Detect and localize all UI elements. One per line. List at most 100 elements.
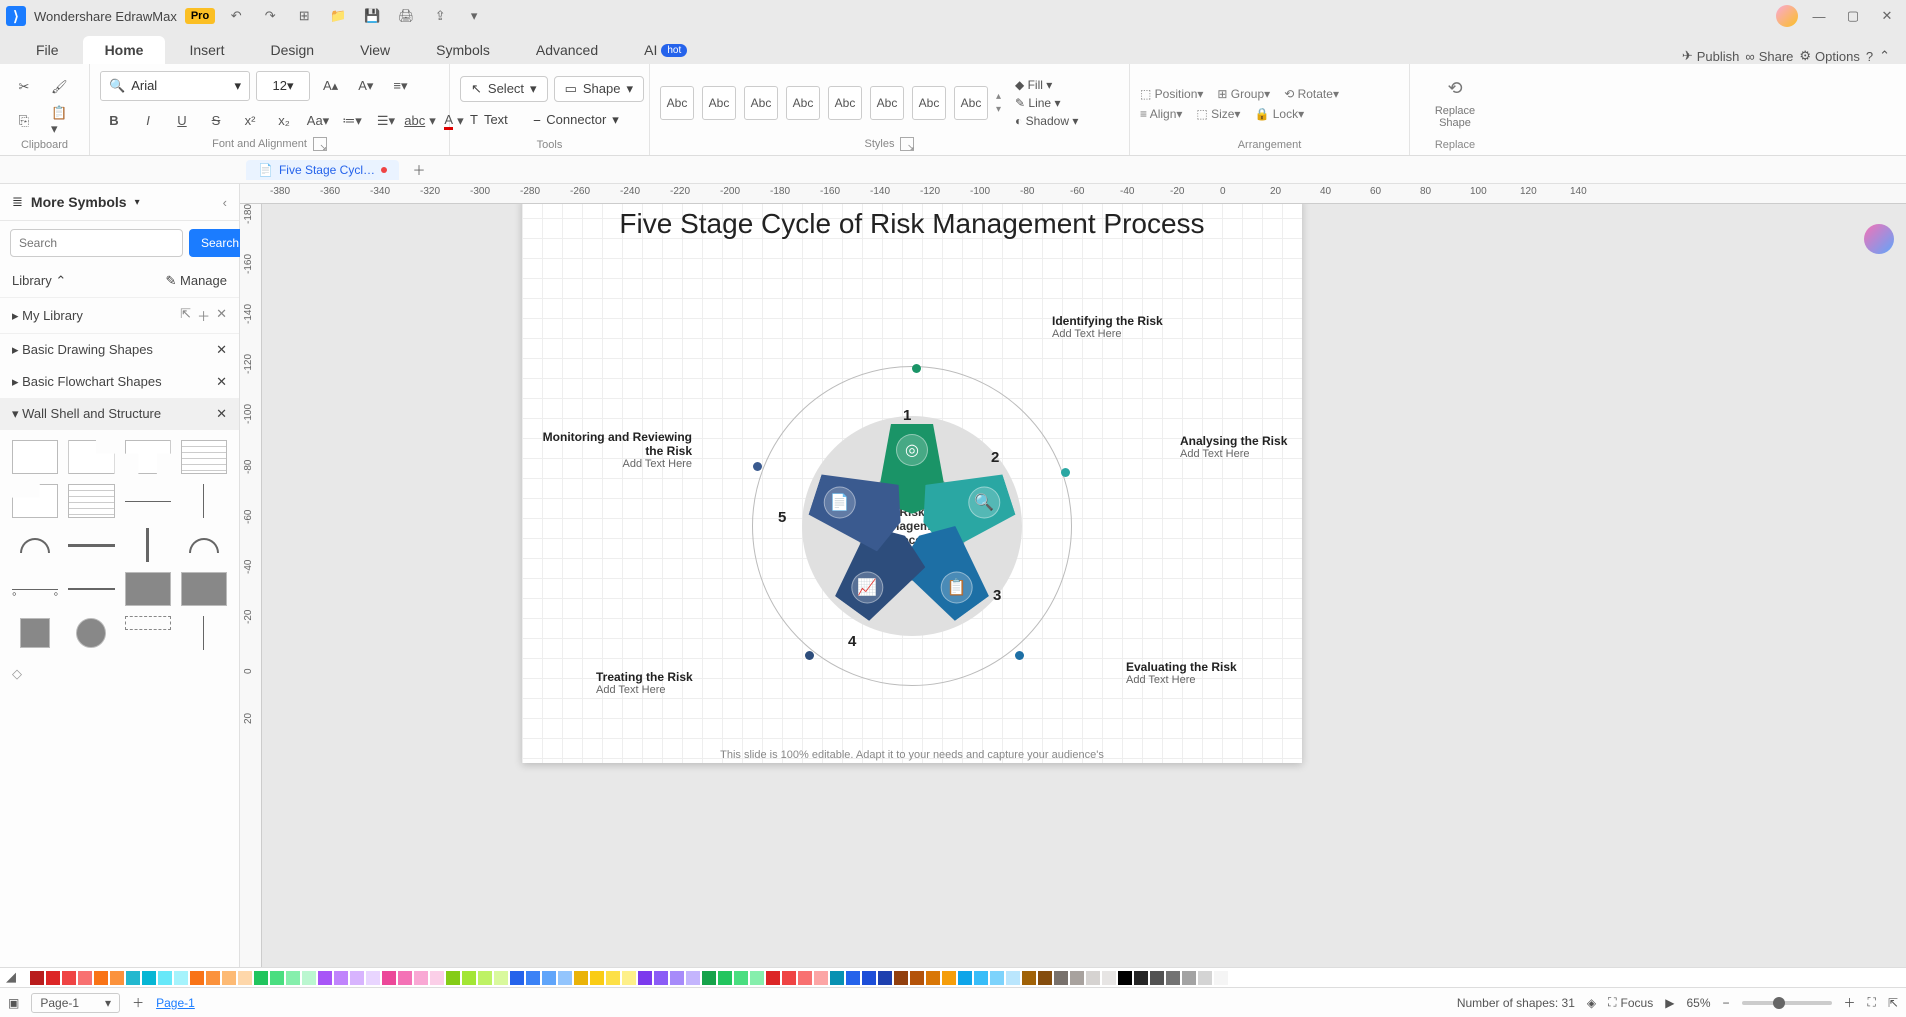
callout[interactable]: Monitoring and Reviewing the RiskAdd Tex…	[542, 430, 692, 470]
color-swatch[interactable]	[510, 971, 524, 985]
color-swatch[interactable]	[878, 971, 892, 985]
tab-file[interactable]: File	[14, 36, 81, 64]
diagram[interactable]: Risk Management Process ◎🔍📋📈📄12345	[752, 366, 1072, 686]
case-icon[interactable]: Aa▾	[304, 107, 332, 135]
print-icon[interactable]: 🖨	[393, 3, 419, 29]
replace-shape-icon[interactable]: ⟲	[1447, 78, 1462, 99]
color-swatch[interactable]	[990, 971, 1004, 985]
shadow-button[interactable]: ◐ Shadow ▾	[1015, 114, 1078, 128]
color-swatch[interactable]	[1054, 971, 1068, 985]
shape-more-icon[interactable]: ◇	[0, 660, 239, 688]
close-icon[interactable]: ✕	[1874, 3, 1900, 29]
shape-thumb[interactable]	[181, 572, 227, 606]
copy-icon[interactable]: ⎘	[10, 107, 38, 135]
cat-close-icon[interactable]: ✕	[216, 406, 227, 422]
numbering-icon[interactable]: ☰▾	[372, 107, 400, 135]
color-swatch[interactable]	[814, 971, 828, 985]
help-icon[interactable]: ?	[1866, 49, 1873, 64]
shape-thumb[interactable]	[20, 618, 50, 648]
collapse-ribbon-icon[interactable]: ⌃	[1879, 48, 1890, 64]
style-preset[interactable]: Abc	[828, 86, 862, 120]
superscript-icon[interactable]: x²	[236, 107, 264, 135]
add-tab-icon[interactable]: ＋	[407, 158, 431, 182]
shape-thumb[interactable]	[68, 572, 114, 606]
color-swatch[interactable]	[78, 971, 92, 985]
text-tool[interactable]: T Text	[460, 108, 518, 131]
color-swatch[interactable]	[110, 971, 124, 985]
shape-thumb[interactable]	[181, 440, 227, 474]
callout[interactable]: Identifying the RiskAdd Text Here	[1052, 314, 1202, 340]
format-painter-icon[interactable]: 🖌	[44, 73, 75, 101]
color-swatch[interactable]	[286, 971, 300, 985]
more-icon[interactable]: ▾	[461, 3, 487, 29]
focus-button[interactable]: ⛶ Focus	[1608, 995, 1653, 1010]
color-swatch[interactable]	[30, 971, 44, 985]
shape-thumb[interactable]	[68, 484, 114, 518]
color-swatch[interactable]	[174, 971, 188, 985]
color-swatch[interactable]	[398, 971, 412, 985]
layers-icon[interactable]: ◈	[1587, 996, 1596, 1010]
color-swatch[interactable]	[126, 971, 140, 985]
redo-icon[interactable]: ↷	[257, 3, 283, 29]
color-swatch[interactable]	[222, 971, 236, 985]
fullscreen-icon[interactable]: ⇱	[1888, 996, 1898, 1010]
mylib-close-icon[interactable]: ✕	[216, 306, 227, 325]
style-preset[interactable]: Abc	[870, 86, 904, 120]
share-button[interactable]: ∞ Share	[1745, 49, 1793, 64]
open-icon[interactable]: 📁	[325, 3, 351, 29]
line-button[interactable]: ✎ Line ▾	[1015, 96, 1078, 110]
color-swatch[interactable]	[1022, 971, 1036, 985]
style-down-icon[interactable]: ▾	[996, 104, 1001, 115]
color-swatch[interactable]	[1166, 971, 1180, 985]
subscript-icon[interactable]: x₂	[270, 107, 298, 135]
grow-font-icon[interactable]: A▴	[316, 72, 345, 100]
color-swatch[interactable]	[238, 971, 252, 985]
color-swatch[interactable]	[1006, 971, 1020, 985]
color-swatch[interactable]	[1230, 971, 1244, 985]
font-select[interactable]: 🔍 Arial▾	[100, 71, 250, 101]
callout[interactable]: Evaluating the RiskAdd Text Here	[1126, 660, 1276, 686]
shape-thumb[interactable]	[68, 440, 114, 474]
callout[interactable]: Analysing the RiskAdd Text Here	[1180, 434, 1330, 460]
selection-handle[interactable]	[1061, 468, 1070, 477]
color-swatch[interactable]	[830, 971, 844, 985]
shape-thumb[interactable]	[12, 484, 58, 518]
color-swatch[interactable]	[686, 971, 700, 985]
selection-handle[interactable]	[1015, 651, 1024, 660]
color-swatch[interactable]	[334, 971, 348, 985]
collapse-sidebar-icon[interactable]: ‹	[223, 195, 227, 210]
tab-symbols[interactable]: Symbols	[414, 36, 512, 64]
selection-handle[interactable]	[753, 462, 762, 471]
color-swatch[interactable]	[190, 971, 204, 985]
italic-icon[interactable]: I	[134, 107, 162, 135]
color-swatch[interactable]	[590, 971, 604, 985]
library-label[interactable]: Library ⌃	[12, 273, 66, 289]
search-input[interactable]	[10, 229, 183, 257]
page-selector[interactable]: Page-1 ▾	[31, 993, 120, 1013]
tab-design[interactable]: Design	[248, 36, 336, 64]
canvas[interactable]: Five Stage Cycle of Risk Management Proc…	[262, 204, 1906, 967]
shape-thumb[interactable]	[125, 572, 171, 606]
color-swatch[interactable]	[1150, 971, 1164, 985]
color-swatch[interactable]	[1118, 971, 1132, 985]
connector-tool[interactable]: ⎯ Connector ▾	[524, 108, 629, 132]
sidebar-cat[interactable]: ▸ Basic Flowchart Shapes✕	[0, 366, 239, 398]
shape-thumb[interactable]	[125, 484, 171, 518]
underline-icon[interactable]: U	[168, 107, 196, 135]
align-button[interactable]: ≡ Align▾	[1140, 107, 1182, 121]
color-swatch[interactable]	[478, 971, 492, 985]
selection-handle[interactable]	[805, 651, 814, 660]
new-icon[interactable]: ⊞	[291, 3, 317, 29]
color-swatch[interactable]	[94, 971, 108, 985]
rotate-button[interactable]: ⟲ Rotate▾	[1284, 87, 1339, 101]
color-swatch[interactable]	[382, 971, 396, 985]
color-swatch[interactable]	[1086, 971, 1100, 985]
eyedropper-icon[interactable]: ◢	[6, 969, 24, 987]
color-swatch[interactable]	[446, 971, 460, 985]
replace-shape-label[interactable]: Replace Shape	[1420, 105, 1490, 129]
mylibrary-item[interactable]: ▸ My Library	[12, 308, 83, 324]
export-icon[interactable]: ⇪	[427, 3, 453, 29]
cat-close-icon[interactable]: ✕	[216, 374, 227, 390]
color-swatch[interactable]	[926, 971, 940, 985]
position-button[interactable]: ⬚ Position▾	[1140, 87, 1203, 101]
